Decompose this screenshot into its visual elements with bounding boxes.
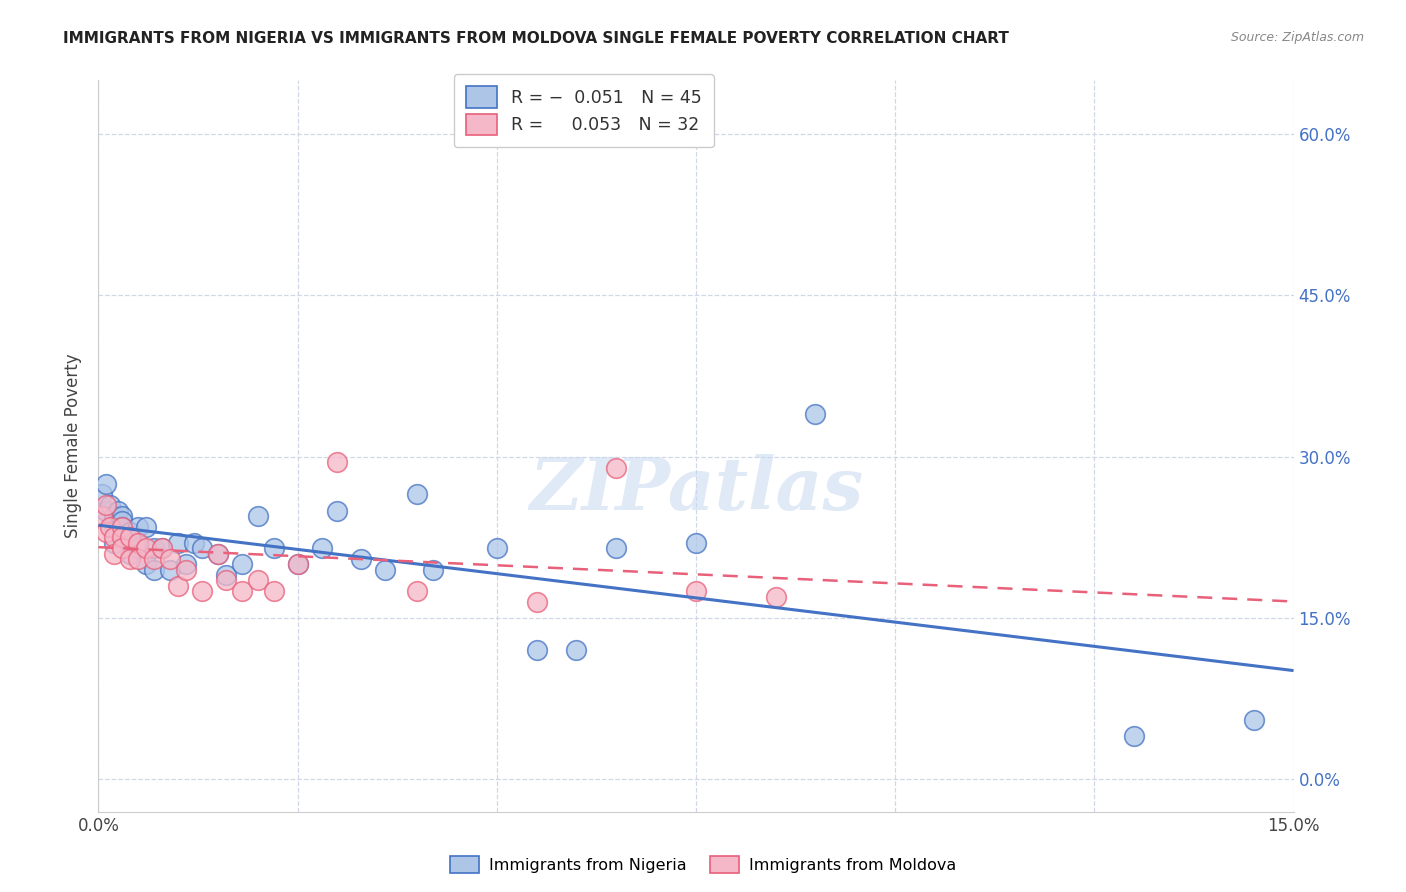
Point [765,590,787,604]
Point [135,541,157,556]
Point [120,530,142,544]
Legend: R = − 0.051 N = 45, R =  0.053 N = 32: R = − 0.051 N = 45, R = 0.053 N = 32 [454,74,714,147]
Point [96,524,118,539]
Point [111,514,134,528]
Point [287,558,309,572]
Point [406,584,429,599]
Text: ZIPatlas: ZIPatlas [529,454,863,525]
Point [111,530,134,544]
Point [150,541,173,556]
Y-axis label: Single Female Poverty: Single Female Poverty [65,354,83,538]
Point [526,643,548,657]
Point [103,530,125,544]
Point [120,547,142,561]
Point [96,503,118,517]
Point [91,508,114,523]
Point [685,584,707,599]
Point [98,498,122,512]
Point [127,536,149,550]
Point [485,541,508,556]
Point [96,498,118,512]
Point [107,503,129,517]
Point [191,541,214,556]
Point [326,503,349,517]
Text: Source: ZipAtlas.com: Source: ZipAtlas.com [1230,31,1364,45]
Point [91,487,114,501]
Point [103,519,125,533]
Point [111,519,134,533]
Point [263,584,285,599]
Point [167,579,190,593]
Point [127,552,149,566]
Point [422,563,444,577]
Point [135,519,157,533]
Point [207,547,229,561]
Point [605,460,627,475]
Point [685,536,707,550]
Point [143,552,166,566]
Point [1243,714,1265,728]
Point [120,552,142,566]
Point [167,536,190,550]
Point [263,541,285,556]
Point [804,407,827,421]
Point [287,558,309,572]
Point [150,541,173,556]
Legend: Immigrants from Nigeria, Immigrants from Moldova: Immigrants from Nigeria, Immigrants from… [444,849,962,880]
Point [143,541,166,556]
Point [159,552,181,566]
Point [311,541,333,556]
Point [215,574,238,588]
Text: IMMIGRANTS FROM NIGERIA VS IMMIGRANTS FROM MOLDOVA SINGLE FEMALE POVERTY CORRELA: IMMIGRANTS FROM NIGERIA VS IMMIGRANTS FR… [63,31,1010,46]
Point [605,541,627,556]
Point [565,643,588,657]
Point [215,568,238,582]
Point [103,508,125,523]
Point [191,584,214,599]
Point [135,558,157,572]
Point [246,574,269,588]
Point [526,595,548,609]
Point [143,563,166,577]
Point [183,536,205,550]
Point [120,524,142,539]
Point [103,536,125,550]
Point [174,558,197,572]
Point [374,563,396,577]
Point [111,519,134,533]
Point [406,487,429,501]
Point [207,547,229,561]
Point [111,541,134,556]
Point [98,519,122,533]
Point [127,541,149,556]
Point [231,558,253,572]
Point [1123,730,1146,744]
Point [174,563,197,577]
Point [326,455,349,469]
Point [231,584,253,599]
Point [111,508,134,523]
Point [159,563,181,577]
Point [246,508,269,523]
Point [103,547,125,561]
Point [350,552,373,566]
Point [127,519,149,533]
Point [96,476,118,491]
